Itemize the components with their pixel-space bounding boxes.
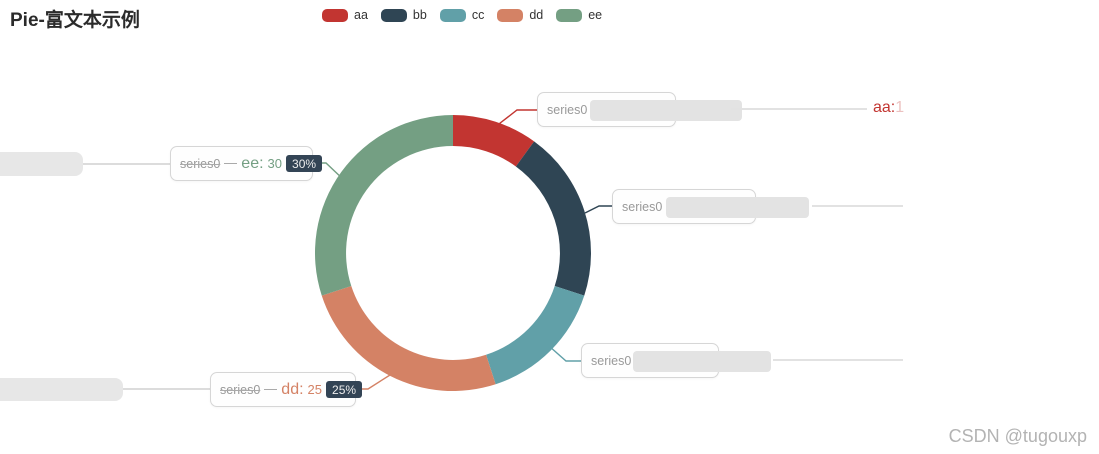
pie-slice-aa[interactable] bbox=[453, 115, 535, 167]
legend-label-dd: dd bbox=[529, 8, 544, 22]
label-fragment-dd bbox=[0, 378, 123, 401]
label-dd-value: 25 bbox=[307, 382, 323, 397]
legend: aa bb cc dd ee bbox=[322, 8, 602, 22]
label-ee: series0 ee: 30 30% bbox=[170, 146, 323, 181]
watermark: CSDN @tugouxp bbox=[948, 426, 1087, 446]
label-cc: series0 bbox=[581, 343, 771, 378]
label-ee-name: ee: bbox=[241, 154, 264, 172]
pie-slice-bb[interactable] bbox=[515, 141, 591, 296]
legend-swatch-aa bbox=[322, 8, 348, 22]
label-bb: series0 bbox=[612, 189, 809, 224]
page-title: Pie-富文本示例 bbox=[10, 10, 140, 31]
label-fragment-line-ee bbox=[83, 163, 170, 165]
label-aa-line bbox=[731, 108, 867, 110]
leader-line-aa bbox=[494, 109, 537, 128]
leader-line-bb bbox=[584, 205, 613, 214]
label-ee-value: 30 bbox=[267, 156, 283, 171]
legend-item-cc[interactable]: cc bbox=[439, 8, 485, 22]
label-ee-percent-badge: 30% bbox=[286, 155, 323, 172]
label-ee-hr bbox=[224, 163, 238, 164]
legend-item-bb[interactable]: bb bbox=[380, 8, 427, 22]
legend-swatch-bb bbox=[380, 8, 407, 22]
label-dd: series0 dd: 25 25% bbox=[210, 372, 363, 407]
legend-label-bb: bb bbox=[412, 8, 427, 22]
label-aa-text: aa:1 bbox=[873, 99, 904, 117]
legend-swatch-cc bbox=[439, 8, 466, 22]
pie-slice-dd[interactable] bbox=[321, 286, 496, 391]
label-fragment-ee bbox=[0, 152, 83, 176]
legend-item-ee[interactable]: ee bbox=[556, 8, 602, 22]
legend-label-cc: cc bbox=[471, 8, 485, 22]
label-aa-series: series0 bbox=[547, 102, 588, 117]
label-fragment-line-dd bbox=[123, 388, 210, 390]
legend-label-ee: ee bbox=[588, 8, 603, 22]
label-cc-series: series0 bbox=[591, 353, 632, 368]
label-aa: series0 bbox=[537, 92, 742, 127]
label-bb-line bbox=[812, 205, 903, 207]
legend-item-aa[interactable]: aa bbox=[322, 8, 368, 22]
leader-line-cc bbox=[548, 345, 581, 362]
label-dd-hr bbox=[264, 389, 278, 390]
legend-label-aa: aa bbox=[354, 8, 368, 22]
label-dd-series: series0 bbox=[220, 382, 261, 397]
legend-item-dd[interactable]: dd bbox=[497, 8, 543, 22]
label-aa-placeholder bbox=[590, 100, 742, 121]
label-ee-series: series0 bbox=[180, 156, 221, 171]
pie-slice-ee[interactable] bbox=[315, 115, 453, 296]
legend-swatch-ee bbox=[556, 8, 583, 22]
label-bb-series: series0 bbox=[622, 199, 663, 214]
label-aa-name: aa: bbox=[873, 99, 896, 116]
label-cc-line bbox=[773, 359, 903, 361]
label-dd-name: dd: bbox=[281, 380, 304, 398]
label-aa-faint: 1 bbox=[895, 99, 905, 116]
label-dd-percent-badge: 25% bbox=[326, 381, 363, 398]
label-cc-placeholder bbox=[633, 351, 771, 372]
pie-slice-cc[interactable] bbox=[486, 286, 585, 385]
legend-swatch-dd bbox=[497, 8, 524, 22]
label-bb-placeholder bbox=[666, 197, 809, 218]
